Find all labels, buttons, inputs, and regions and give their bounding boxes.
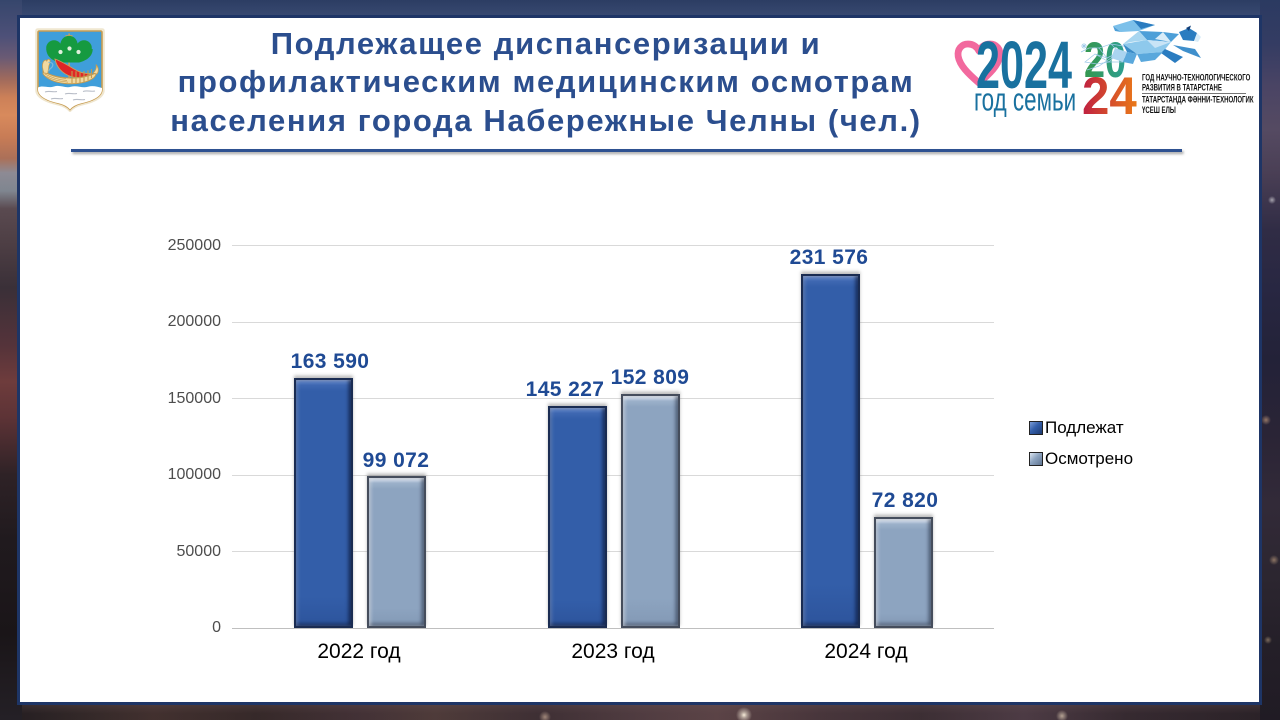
svg-text:ТАТАРСТАНДА ФӘННИ-ТЕХНОЛОГИК: ТАТАРСТАНДА ФӘННИ-ТЕХНОЛОГИК bbox=[1142, 94, 1254, 105]
svg-text:20: 20 bbox=[1084, 33, 1126, 88]
svg-text:ГОД НАУЧНО-ТЕХНОЛОГИЧЕСКОГО: ГОД НАУЧНО-ТЕХНОЛОГИЧЕСКОГО bbox=[1142, 72, 1250, 83]
svg-text:2024: 2024 bbox=[976, 38, 1072, 102]
svg-text:год семьи: год семьи bbox=[974, 82, 1076, 118]
svg-text:24: 24 bbox=[1082, 66, 1137, 118]
svg-text:ҮСЕШ ЕЛЫ: ҮСЕШ ЕЛЫ bbox=[1142, 105, 1176, 116]
svg-text:РАЗВИТИЯ В ТАТАРСТАНЕ: РАЗВИТИЯ В ТАТАРСТАНЕ bbox=[1142, 82, 1222, 93]
